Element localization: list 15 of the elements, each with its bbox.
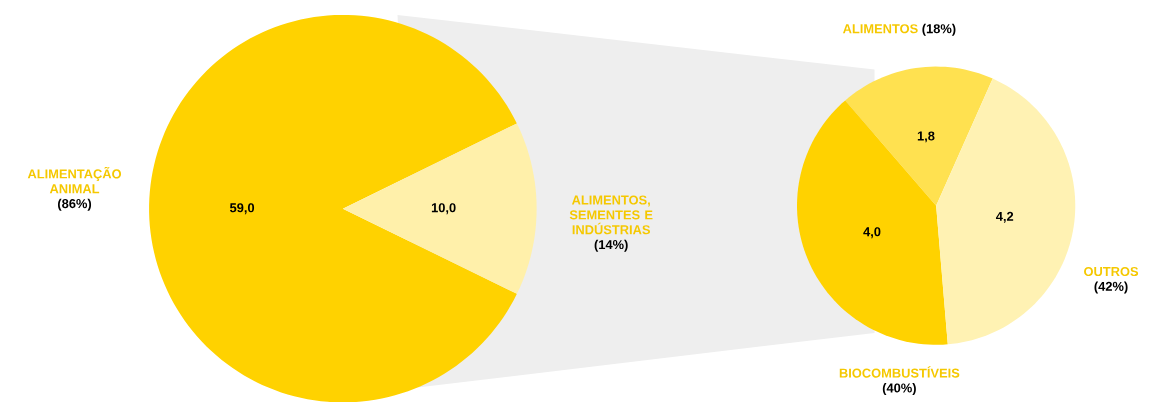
data-label: 59,0 bbox=[229, 202, 255, 214]
text: (14%) bbox=[594, 239, 628, 252]
slice-label: ALIMENTOS bbox=[842, 23, 918, 34]
slice-label: OUTROS bbox=[1084, 266, 1139, 276]
slice-label: ALIMENTOS, SEMENTES E INDÚSTRIAS bbox=[569, 195, 653, 235]
text: (18%) bbox=[922, 23, 956, 36]
slice-label: ALIMENTAÇÃO ANIMAL bbox=[27, 166, 122, 193]
data-label: 10,0 bbox=[431, 202, 456, 214]
text: (42%) bbox=[1094, 281, 1128, 294]
data-label: 4,0 bbox=[863, 226, 881, 238]
data-label: 1,8 bbox=[917, 131, 935, 143]
text: (40%) bbox=[882, 382, 916, 395]
data-label: 4,2 bbox=[995, 211, 1014, 223]
text: (86%) bbox=[58, 198, 92, 211]
slice-label: BIOCOMBUSTÍVEIS bbox=[839, 365, 960, 378]
